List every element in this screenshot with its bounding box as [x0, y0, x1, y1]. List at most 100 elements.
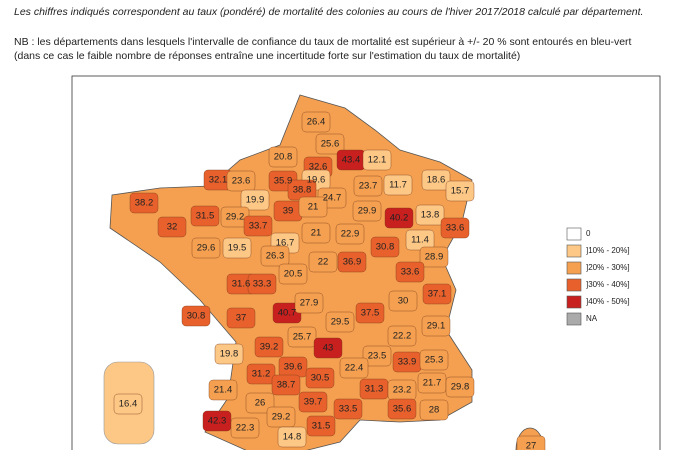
department — [230, 417, 260, 439]
department — [246, 363, 276, 385]
department-value: 30.8 — [187, 311, 206, 322]
department-value: 30 — [398, 296, 409, 307]
department — [271, 374, 301, 396]
department — [301, 222, 331, 244]
department-value: 20.8 — [274, 152, 293, 163]
department-value: 42.3 — [208, 416, 227, 427]
department-value: 30.8 — [376, 242, 395, 253]
department-value: 25.6 — [321, 139, 340, 150]
department-value: 26.3 — [266, 251, 285, 262]
department — [222, 237, 252, 259]
legend-label: 0 — [586, 229, 591, 238]
department-value: 27.9 — [300, 298, 319, 309]
department-value: 28 — [429, 405, 440, 416]
department — [181, 305, 211, 327]
department — [445, 376, 475, 398]
department — [298, 391, 328, 413]
department — [422, 283, 452, 305]
department — [277, 426, 307, 448]
legend-label: ]10% - 20%] — [586, 246, 630, 255]
department-value: 26.4 — [307, 117, 326, 128]
department-value: 31.5 — [196, 211, 215, 222]
legend-label: ]40% - 50%] — [586, 297, 630, 306]
department — [191, 237, 221, 259]
department-value: 21.7 — [423, 378, 442, 389]
legend-label: NA — [586, 314, 598, 323]
department-value: 35.9 — [274, 176, 293, 187]
department — [254, 336, 284, 358]
department-value: 29.6 — [197, 243, 216, 254]
department — [208, 379, 238, 401]
legend-swatch — [566, 261, 582, 275]
legend-label: ]30% - 40%] — [586, 280, 630, 289]
department-value: 23.2 — [393, 385, 412, 396]
department-value: 21 — [311, 228, 322, 239]
department — [337, 251, 367, 273]
department-value: 24.7 — [323, 193, 342, 204]
department-value: 26 — [255, 398, 266, 409]
legend-swatch — [566, 312, 582, 326]
department — [315, 133, 345, 155]
department-value: 36.9 — [343, 257, 362, 268]
department-value: 39.7 — [304, 397, 323, 408]
department-value: 33.5 — [339, 404, 358, 415]
department — [245, 392, 275, 414]
note: Les chiffres indiqués correspondent au t… — [14, 6, 644, 18]
department-value: 22 — [318, 257, 329, 268]
legend-swatch — [566, 295, 582, 309]
department-value: 37 — [236, 313, 247, 324]
department — [190, 205, 220, 227]
department-value: 14.8 — [283, 432, 302, 443]
department-value: 39.6 — [284, 362, 303, 373]
nb-line: (dans ce cas le faible nombre de réponse… — [14, 50, 521, 62]
department-value: 31.2 — [252, 369, 271, 380]
department — [325, 311, 355, 333]
department — [247, 273, 277, 295]
nb-line: NB : les départements dans lesquels l'in… — [14, 36, 632, 48]
department-value: 21 — [308, 202, 319, 213]
department-value: 33.6 — [446, 223, 465, 234]
department-value: 33.6 — [401, 267, 420, 278]
department-value: 33.7 — [249, 221, 268, 232]
department — [308, 251, 338, 273]
department-value: 37.1 — [428, 289, 447, 300]
department — [421, 169, 451, 191]
department-value: 35.6 — [393, 404, 412, 415]
department-value: 22.4 — [345, 363, 364, 374]
department — [387, 398, 417, 420]
department-value: 11.7 — [389, 180, 407, 191]
department-value: 29.9 — [358, 206, 377, 217]
department-value: 23.5 — [368, 351, 387, 362]
department-value: 19.9 — [246, 195, 265, 206]
department — [305, 367, 335, 389]
department-value: 38.7 — [277, 380, 296, 391]
department — [226, 307, 256, 329]
department-value: 29.5 — [331, 317, 350, 328]
department — [214, 343, 244, 365]
legend-swatch — [566, 244, 582, 258]
department — [353, 175, 383, 197]
legend-swatch — [566, 227, 582, 241]
department-value: 39.2 — [260, 342, 279, 353]
department-value: 25.7 — [293, 332, 312, 343]
department-value: 33.9 — [398, 357, 417, 368]
department-value: 19.5 — [228, 243, 247, 254]
department — [301, 111, 331, 133]
department — [243, 215, 273, 237]
department-value: 20.5 — [284, 269, 303, 280]
department — [516, 435, 546, 450]
department-value: 32 — [167, 222, 178, 233]
department — [384, 207, 414, 229]
department-value: 22.3 — [236, 423, 255, 434]
department — [440, 217, 470, 239]
department-value: 29.2 — [272, 412, 291, 423]
department-value: 40.2 — [390, 213, 409, 224]
department — [352, 200, 382, 222]
department-value: 22.9 — [341, 229, 360, 240]
department-value: 19.6 — [307, 175, 326, 186]
department — [383, 174, 413, 196]
department-value: 29.1 — [427, 321, 446, 332]
map-frame — [71, 75, 661, 450]
department — [415, 204, 445, 226]
